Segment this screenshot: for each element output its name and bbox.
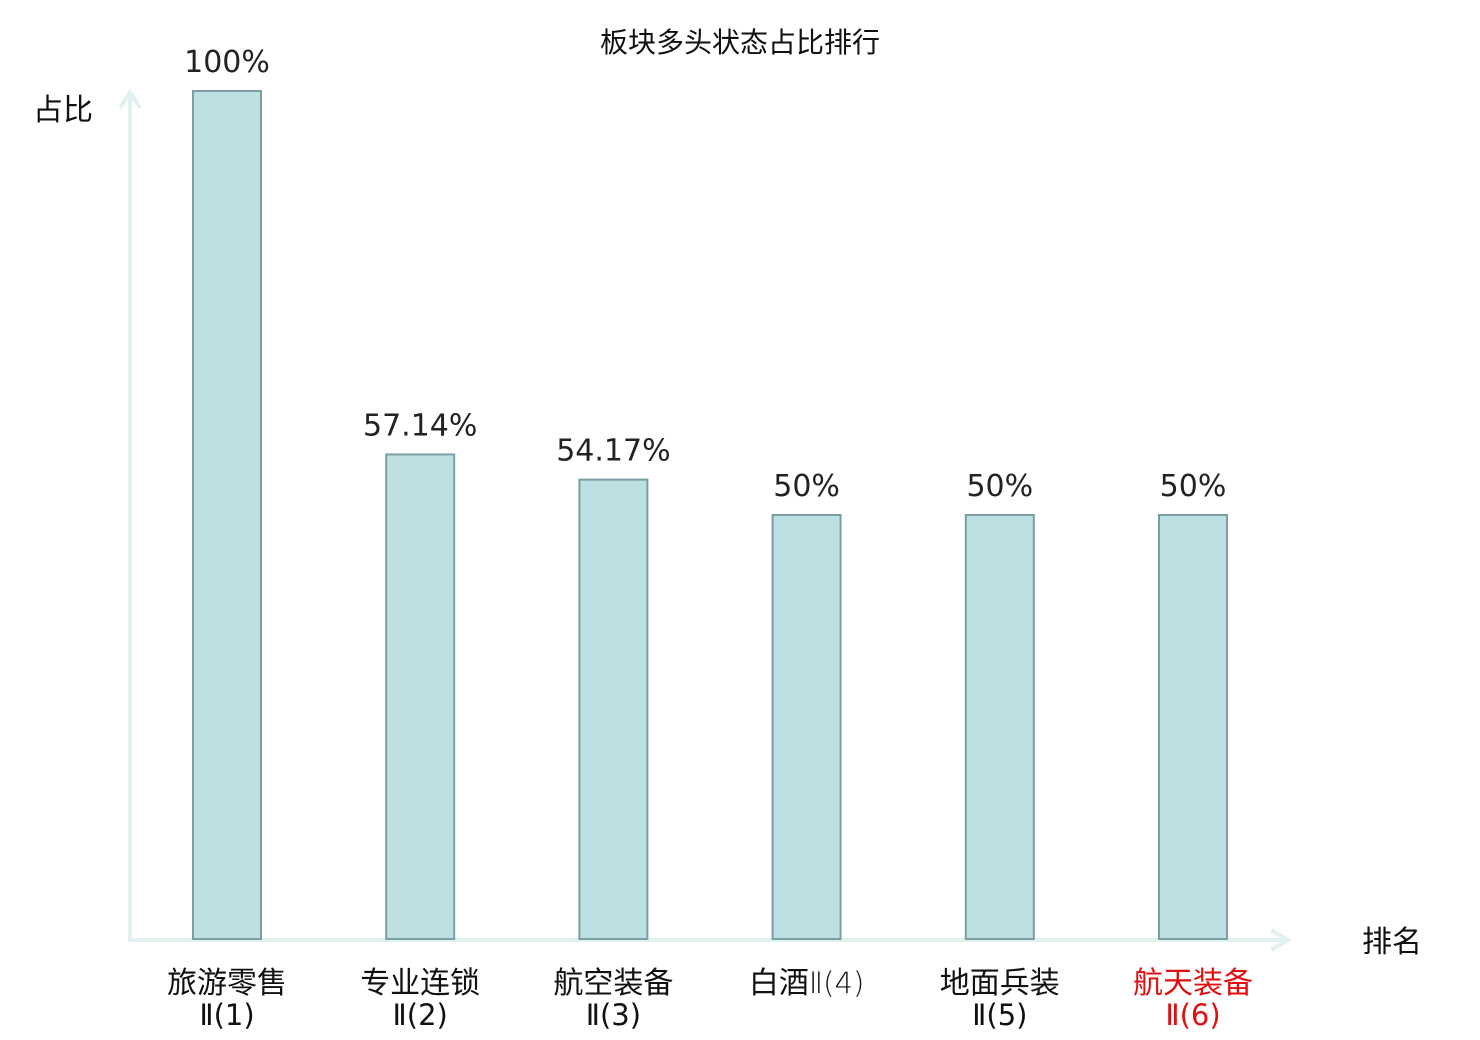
category-suffix-5: Ⅱ(5) <box>972 998 1027 1032</box>
bar-6 <box>1158 514 1228 940</box>
bar-series <box>192 90 1228 940</box>
category-suffix-4: Ⅱ(4) <box>809 966 864 1000</box>
category-suffix-6: Ⅱ(6) <box>1165 998 1220 1032</box>
chart-title: 板块多头状态占比排行 <box>600 26 880 59</box>
x-axis <box>128 928 1292 952</box>
bar-4 <box>771 514 842 940</box>
value-label-2: 57.14% <box>363 408 477 443</box>
bar-3 <box>578 478 649 940</box>
category-suffix-1: Ⅱ(1) <box>199 998 254 1032</box>
category-name-2: 专业连锁 <box>360 966 480 1001</box>
category-name-3: 航空装备 <box>553 966 673 1001</box>
category-name-4: 白酒 <box>749 966 809 1001</box>
value-label-5: 50% <box>966 469 1033 504</box>
y-axis-label: 占比 <box>33 93 93 128</box>
category-name-6: 航天装备 <box>1133 966 1253 1001</box>
x-axis-label: 排名 <box>1362 925 1422 960</box>
category-suffix-2: Ⅱ(2) <box>393 998 448 1032</box>
value-labels: 100% 57.14% 54.17% 50% 50% 50% <box>184 45 1226 504</box>
category-label-4: 白酒Ⅱ(4) <box>749 966 864 1001</box>
y-axis <box>118 88 142 940</box>
value-label-1: 100% <box>184 45 270 80</box>
bar-1 <box>192 90 262 940</box>
value-label-3: 54.17% <box>556 434 670 469</box>
category-name-1: 旅游零售 <box>167 966 287 1001</box>
value-label-6: 50% <box>1160 469 1227 504</box>
bar-5 <box>964 514 1035 940</box>
value-label-4: 50% <box>773 469 840 504</box>
bar-2 <box>385 453 456 940</box>
category-suffix-3: Ⅱ(3) <box>586 998 641 1032</box>
category-name-5: 地面兵装 <box>940 966 1060 1001</box>
